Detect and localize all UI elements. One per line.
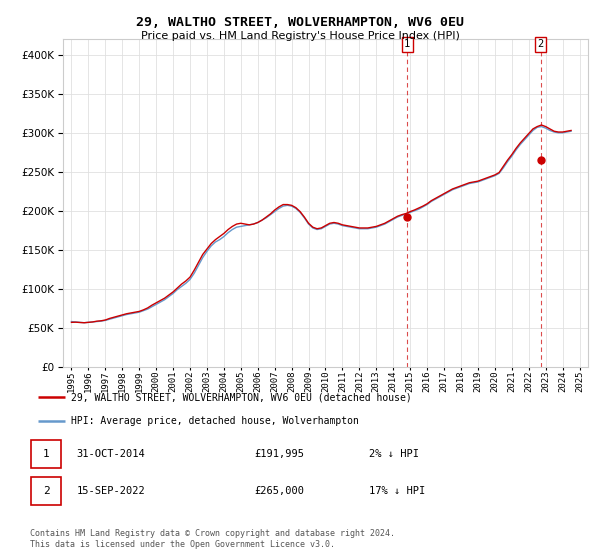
Text: 31-OCT-2014: 31-OCT-2014 — [76, 449, 145, 459]
Text: 15-SEP-2022: 15-SEP-2022 — [76, 486, 145, 496]
Text: 2: 2 — [538, 39, 544, 49]
Text: 1: 1 — [404, 39, 410, 49]
Text: 2: 2 — [43, 486, 49, 496]
Text: Price paid vs. HM Land Registry's House Price Index (HPI): Price paid vs. HM Land Registry's House … — [140, 31, 460, 41]
Text: 2% ↓ HPI: 2% ↓ HPI — [368, 449, 419, 459]
Text: HPI: Average price, detached house, Wolverhampton: HPI: Average price, detached house, Wolv… — [71, 417, 359, 426]
Text: 29, WALTHO STREET, WOLVERHAMPTON, WV6 0EU (detached house): 29, WALTHO STREET, WOLVERHAMPTON, WV6 0E… — [71, 392, 412, 402]
FancyBboxPatch shape — [31, 477, 61, 505]
Text: 17% ↓ HPI: 17% ↓ HPI — [368, 486, 425, 496]
Text: 1: 1 — [43, 449, 49, 459]
Text: £191,995: £191,995 — [254, 449, 304, 459]
FancyBboxPatch shape — [31, 440, 61, 468]
Text: 29, WALTHO STREET, WOLVERHAMPTON, WV6 0EU: 29, WALTHO STREET, WOLVERHAMPTON, WV6 0E… — [136, 16, 464, 29]
Text: Contains HM Land Registry data © Crown copyright and database right 2024.
This d: Contains HM Land Registry data © Crown c… — [30, 529, 395, 549]
Text: £265,000: £265,000 — [254, 486, 304, 496]
